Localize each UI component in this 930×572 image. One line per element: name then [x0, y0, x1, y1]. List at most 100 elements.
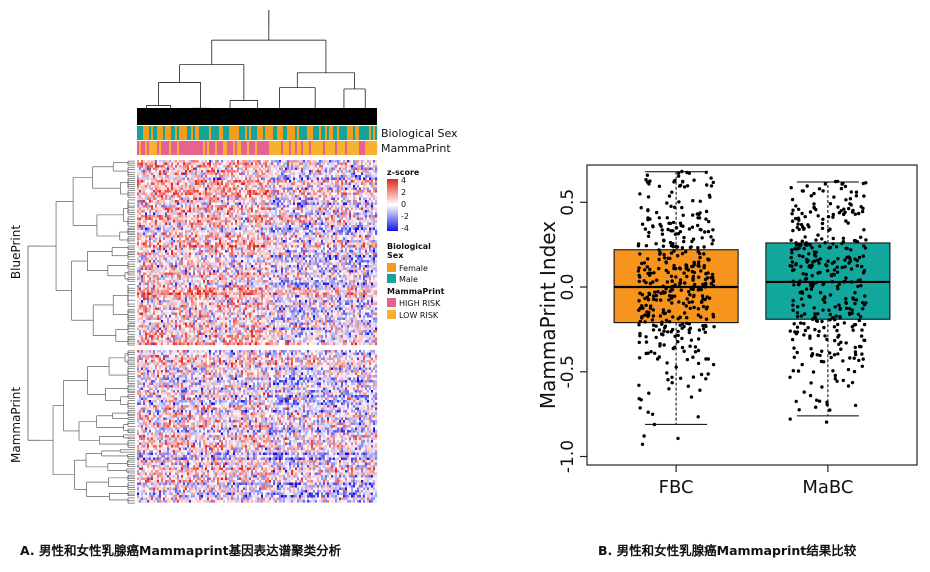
- heatmap-cell: [309, 182, 312, 186]
- heatmap-cell: [179, 202, 182, 206]
- heatmap-cell: [273, 162, 276, 166]
- heatmap-cell: [363, 237, 366, 241]
- heatmap-cell: [157, 212, 160, 216]
- heatmap-cell: [329, 205, 332, 208]
- heatmap-cell: [159, 220, 162, 223]
- heatmap-cell: [173, 175, 176, 178]
- heatmap-cell: [173, 247, 176, 251]
- heatmap-cell: [149, 227, 152, 231]
- heatmap-cell: [281, 172, 284, 176]
- heatmap-cell: [253, 200, 256, 203]
- heatmap-cell: [261, 227, 264, 231]
- heatmap-cell: [207, 232, 210, 236]
- heatmap-cell: [337, 205, 340, 208]
- heatmap-cell: [353, 222, 356, 226]
- heatmap-cell: [213, 172, 216, 176]
- heatmap-cell: [345, 202, 348, 206]
- heatmap-cell: [315, 202, 318, 206]
- heatmap-cell: [313, 170, 316, 173]
- heatmap-cell: [195, 170, 198, 173]
- heatmap-cell: [201, 185, 204, 188]
- heatmap-cell: [339, 185, 342, 188]
- heatmap-cell: [333, 235, 336, 238]
- heatmap-cell: [329, 170, 332, 173]
- heatmap-cell: [281, 222, 284, 226]
- heatmap-cell: [375, 217, 378, 221]
- sex-track-cell: [349, 126, 352, 140]
- heatmap-cell: [281, 197, 284, 201]
- heatmap-cell: [219, 175, 222, 178]
- heatmap-cell: [243, 215, 246, 218]
- heatmap-cell: [187, 195, 190, 198]
- heatmap-cell: [241, 190, 244, 193]
- heatmap-cell: [329, 245, 332, 248]
- heatmap-cell: [157, 172, 160, 176]
- heatmap-cell: [177, 200, 180, 203]
- mp-track-cell: [251, 141, 254, 155]
- heatmap-cell: [279, 160, 282, 163]
- heatmap-cell: [139, 182, 142, 186]
- heatmap-cell: [175, 217, 178, 221]
- heatmap-cell: [219, 190, 222, 193]
- heatmap-cell: [301, 170, 304, 173]
- heatmap-cell: [153, 167, 156, 171]
- heatmap-cell: [205, 215, 208, 218]
- heatmap-cell: [271, 170, 274, 173]
- heatmap-cell: [373, 195, 376, 198]
- heatmap-cell: [189, 230, 192, 233]
- heatmap-cell: [317, 172, 320, 176]
- heatmap-cell: [279, 192, 282, 196]
- heatmap-cell: [357, 235, 360, 238]
- heatmap-cell: [167, 227, 170, 231]
- heatmap-cell: [157, 200, 160, 203]
- heatmap-cell: [173, 217, 176, 221]
- heatmap-cell: [279, 180, 282, 183]
- heatmap-cell: [181, 225, 184, 228]
- heatmap-cell: [187, 242, 190, 246]
- heatmap-cell: [139, 220, 142, 223]
- heatmap-cell: [193, 240, 196, 243]
- heatmap-cell: [151, 250, 154, 253]
- heatmap-cell: [195, 217, 198, 221]
- heatmap-cell: [143, 235, 146, 238]
- heatmap-cell: [329, 222, 332, 226]
- heatmap-cell: [275, 190, 278, 193]
- heatmap-cell: [321, 207, 324, 211]
- heatmap-cell: [247, 235, 250, 238]
- heatmap-cell: [349, 232, 352, 236]
- heatmap-cell: [215, 222, 218, 226]
- heatmap-cell: [309, 175, 312, 178]
- heatmap-cell: [271, 225, 274, 228]
- heatmap-cell: [375, 242, 378, 246]
- heatmap-cell: [313, 180, 316, 183]
- heatmap-cell: [297, 207, 300, 211]
- heatmap-cell: [169, 177, 172, 181]
- heatmap-cell: [157, 202, 160, 206]
- sex-track-cell: [363, 126, 366, 140]
- heatmap-cell: [165, 242, 168, 246]
- heatmap-cell: [283, 227, 286, 231]
- heatmap-cell: [139, 165, 142, 168]
- heatmap-cell: [295, 247, 298, 251]
- heatmap-cell: [357, 220, 360, 223]
- heatmap-cell: [197, 242, 200, 246]
- heatmap-cell: [153, 217, 156, 221]
- heatmap-cell: [293, 192, 296, 196]
- heatmap-cell: [187, 165, 190, 168]
- heatmap-cell: [337, 227, 340, 231]
- heatmap-cell: [183, 225, 186, 228]
- heatmap-cell: [251, 227, 254, 231]
- heatmap-cell: [193, 177, 196, 181]
- heatmap-cell: [159, 240, 162, 243]
- heatmap-cell: [301, 230, 304, 233]
- heatmap-cell: [347, 160, 350, 163]
- column-dendrogram: [137, 10, 377, 125]
- heatmap-cell: [309, 242, 312, 246]
- heatmap-cell: [257, 170, 260, 173]
- heatmap-cell: [231, 232, 234, 236]
- heatmap-cell: [191, 190, 194, 193]
- heatmap-cell: [219, 220, 222, 223]
- heatmap-cell: [249, 197, 252, 201]
- heatmap-cell: [277, 212, 280, 216]
- heatmap-cell: [367, 180, 370, 183]
